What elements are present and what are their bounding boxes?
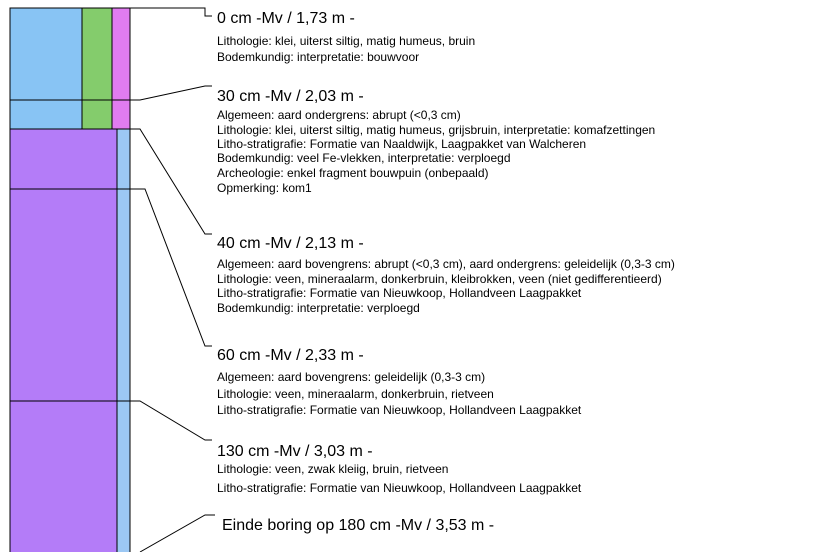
description-line: Bodemkundig: interpretatie: verploegd — [217, 301, 420, 315]
connector — [130, 128, 212, 235]
description-line: Litho-stratigrafie: Formatie van Nieuwko… — [217, 286, 582, 300]
column — [9, 7, 131, 552]
description-line: Litho-stratigrafie: Formatie van Nieuwko… — [217, 403, 582, 417]
connector — [130, 7, 212, 17]
layer — [116, 128, 131, 190]
layer — [111, 7, 131, 101]
connector — [139, 514, 215, 552]
layer — [9, 7, 83, 101]
depth-heading: 40 cm -Mv / 2,13 m - — [217, 235, 364, 252]
description-line: Bodemkundig: veel Fe-vlekken, interpreta… — [217, 151, 511, 165]
description-line: Algemeen: aard ondergrens: abrupt (<0,3 … — [217, 108, 461, 122]
depth-heading: 130 cm -Mv / 3,03 m - — [217, 443, 373, 460]
description-line: Lithologie: veen, zwak kleiig, bruin, ri… — [217, 462, 448, 476]
connector — [130, 85, 212, 101]
description-line: Archeologie: enkel fragment bouwpuin (on… — [217, 166, 489, 180]
layer — [116, 188, 131, 402]
layer — [9, 128, 118, 190]
description-line: Opmerking: kom1 — [217, 181, 312, 195]
layer — [111, 99, 131, 130]
description-line: Algemeen: aard bovengrens: geleidelijk (… — [217, 370, 485, 384]
description-line: Litho-stratigrafie: Formatie van Naaldwi… — [217, 137, 586, 151]
description-line: Lithologie: klei, uiterst siltig, matig … — [217, 34, 475, 48]
depth-heading: 30 cm -Mv / 2,03 m - — [217, 88, 364, 105]
end-label: Einde boring op 180 cm -Mv / 3,53 m - — [222, 517, 494, 534]
depth-heading: 0 cm -Mv / 1,73 m - — [217, 10, 355, 27]
layer — [81, 99, 113, 130]
description-line: Litho-stratigrafie: Formatie van Nieuwko… — [217, 481, 582, 495]
description-line: Lithologie: klei, uiterst siltig, matig … — [217, 123, 655, 137]
layer — [9, 188, 118, 402]
description-line: Lithologie: veen, mineraalarm, donkerbru… — [217, 272, 662, 286]
layer — [9, 99, 83, 130]
connector — [130, 188, 212, 347]
layer — [9, 400, 118, 552]
description-line: Bodemkundig: interpretatie: bouwvoor — [217, 50, 419, 64]
layer — [116, 400, 131, 552]
description-line: Algemeen: aard bovengrens: abrupt (<0,3 … — [217, 257, 675, 271]
description-line: Lithologie: veen, mineraalarm, donkerbru… — [217, 387, 494, 401]
connectors — [130, 7, 215, 552]
layer — [81, 7, 113, 101]
connector — [130, 400, 212, 441]
depth-heading: 60 cm -Mv / 2,33 m - — [217, 347, 364, 364]
